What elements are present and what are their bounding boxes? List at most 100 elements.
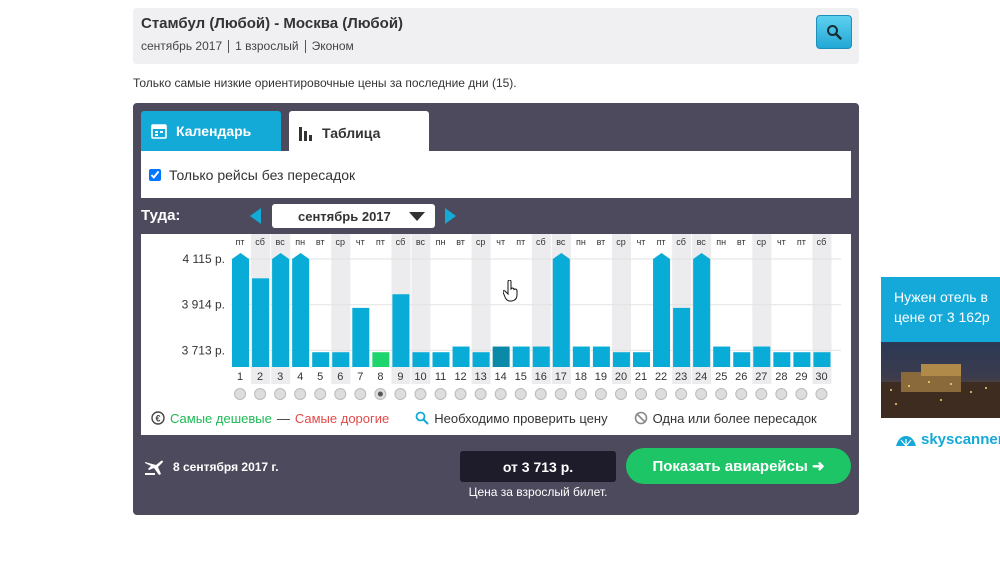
day-radio[interactable] [594, 388, 607, 400]
ad-city-image [881, 342, 1000, 418]
month-select[interactable]: сентябрь 2017 [272, 204, 435, 228]
prev-month-arrow-icon[interactable] [250, 208, 261, 224]
day-label: 24 [695, 371, 707, 383]
price-bar[interactable] [813, 352, 831, 367]
price-bar[interactable] [653, 259, 671, 367]
day-radio[interactable] [735, 388, 748, 400]
price-bar[interactable] [552, 259, 570, 367]
day-radio[interactable] [675, 388, 688, 400]
price-bar[interactable] [753, 346, 771, 367]
route-meta: сентябрь 2017 1 взрослый Эконом [141, 39, 354, 53]
day-radio[interactable] [234, 388, 247, 400]
weekend-band [411, 234, 431, 384]
tab-calendar[interactable]: Календарь [141, 111, 281, 151]
price-bar[interactable] [733, 352, 751, 367]
day-radio[interactable] [574, 388, 587, 400]
day-label: 29 [795, 371, 807, 383]
price-bar[interactable] [633, 352, 650, 367]
day-radio[interactable] [795, 388, 808, 400]
nonstop-checkbox[interactable] [149, 168, 161, 181]
day-radio[interactable] [534, 388, 547, 400]
y-tick-label: 3 914 р. [182, 298, 225, 312]
divider [228, 39, 230, 53]
day-radio[interactable] [554, 388, 567, 400]
price-bar[interactable] [432, 352, 450, 367]
day-radio[interactable] [655, 388, 668, 400]
weekday-label: сб [676, 237, 686, 247]
price-bar[interactable] [773, 352, 791, 367]
price-bar[interactable] [252, 278, 270, 367]
day-radio[interactable] [254, 388, 267, 400]
bar-peak-marker [232, 253, 249, 259]
next-month-arrow-icon[interactable] [445, 208, 456, 224]
month-select-value: сентябрь 2017 [298, 208, 391, 224]
svg-text:€: € [155, 414, 160, 424]
day-radio[interactable] [755, 388, 768, 400]
price-bar[interactable] [372, 352, 390, 367]
price-bar[interactable] [713, 346, 731, 367]
day-radio[interactable] [354, 388, 367, 400]
weekday-label: вс [697, 237, 707, 247]
price-bar[interactable] [512, 346, 530, 367]
ad-banner[interactable]: Нужен отель в цене от 3 162р [881, 277, 1000, 418]
day-radio[interactable] [334, 388, 347, 400]
price-per-adult-note: Цена за взрослый билет. [468, 485, 608, 499]
currency-icon: € [151, 411, 165, 425]
weekday-label: ср [757, 237, 767, 247]
price-bar[interactable] [292, 259, 310, 367]
price-bar[interactable] [592, 346, 610, 367]
price-bar[interactable] [793, 352, 811, 367]
search-button[interactable] [816, 15, 852, 49]
day-radio[interactable] [514, 388, 527, 400]
day-label: 3 [277, 371, 283, 383]
day-radio[interactable] [394, 388, 407, 400]
weekday-label: сб [536, 237, 546, 247]
day-radio[interactable] [614, 388, 627, 400]
skyscanner-logo[interactable]: skyscanner [893, 431, 1000, 448]
day-radio[interactable] [635, 388, 648, 400]
day-radio[interactable] [294, 388, 307, 400]
bar-peak-marker [653, 253, 671, 259]
nonstop-filter[interactable]: Только рейсы без пересадок [141, 151, 851, 198]
day-radio[interactable] [314, 388, 327, 400]
price-badge: от 3 713 р. [460, 451, 616, 482]
day-radio[interactable] [494, 388, 507, 400]
weekend-band [812, 234, 832, 384]
day-radio[interactable] [434, 388, 447, 400]
day-radio[interactable] [474, 388, 487, 400]
calendar-panel: Календарь Таблица Только рейсы без перес… [133, 103, 859, 515]
tab-table[interactable]: Таблица [289, 111, 429, 154]
day-radio[interactable] [454, 388, 467, 400]
price-bar[interactable] [452, 346, 470, 367]
day-radio[interactable] [715, 388, 728, 400]
price-bar[interactable] [673, 307, 691, 367]
price-bar[interactable] [332, 352, 350, 367]
day-radio[interactable] [414, 388, 427, 400]
day-label: 15 [515, 371, 527, 383]
weekday-label: вт [456, 237, 465, 247]
day-label: 30 [815, 371, 827, 383]
price-bar[interactable] [232, 259, 249, 367]
price-bar[interactable] [612, 352, 630, 367]
weekday-label: пт [376, 237, 385, 247]
day-label: 9 [397, 371, 403, 383]
day-radio[interactable] [274, 388, 287, 400]
legend-cheapest: Самые дешевые [170, 410, 272, 426]
price-bar[interactable] [312, 352, 330, 367]
price-bar[interactable] [693, 259, 711, 367]
price-bar[interactable] [272, 259, 290, 367]
day-label: 6 [337, 371, 343, 383]
price-bar[interactable] [352, 307, 370, 367]
day-radio[interactable] [775, 388, 788, 400]
price-bar[interactable] [492, 346, 510, 367]
show-flights-button[interactable]: Показать авиарейсы ➜ [626, 448, 851, 484]
day-radio[interactable] [695, 388, 708, 400]
price-bar[interactable] [412, 352, 430, 367]
hotel-ad[interactable]: Нужен отель в цене от 3 162р skyscanner [881, 277, 1000, 462]
price-bar[interactable] [472, 352, 490, 367]
price-bar[interactable] [572, 346, 590, 367]
price-bar[interactable] [392, 294, 410, 367]
price-bar[interactable] [532, 346, 550, 367]
day-label: 23 [675, 371, 687, 383]
day-radio[interactable] [815, 388, 828, 400]
